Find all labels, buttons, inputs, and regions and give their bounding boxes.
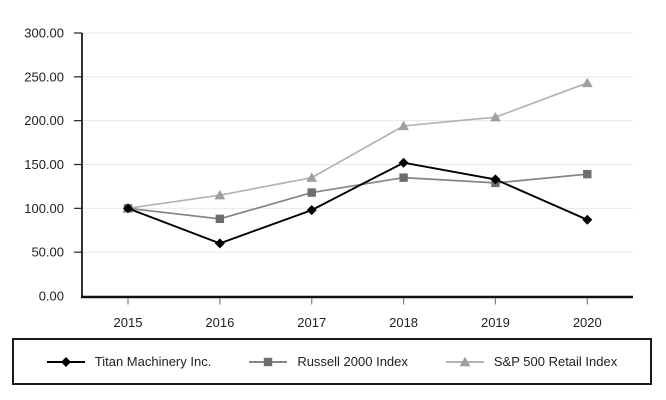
axis-tick-label: 50.00 [31,245,64,260]
diamond-marker-icon [490,174,501,185]
triangle-marker-icon [459,356,471,366]
square-marker-icon [307,188,316,197]
performance-chart: 0.00 50.00 100.00 150.00 200.00 250.00 300.00 2… [24,26,633,330]
triangle-marker-icon [445,356,484,366]
axis-tick-label: 150.00 [24,157,64,172]
axis-tick-label: 2020 [573,315,602,330]
square-marker-icon [215,214,225,224]
diamond-marker-icon [306,205,317,216]
square-marker-icon [264,357,273,366]
legend-item-titan-machinery: Titan Machinery Inc. [46,354,212,369]
diamond-marker-icon [123,203,133,214]
series-titan-machinery-inc [123,157,593,249]
legend-label: S&P 500 Retail Index [493,354,618,369]
axis-tick-label: 0.00 [39,289,64,304]
triangle-marker-icon [581,77,593,88]
triangle-marker-icon [490,111,501,122]
square-marker-icon [399,173,408,182]
series-russell-2000-index [123,169,592,224]
diamond-marker-icon [46,356,85,367]
axis-tick-label: 2015 [114,315,143,330]
legend-label: Titan Machinery Inc. [94,354,212,369]
diamond-marker-icon [60,356,71,367]
series-s-p-500-retail-index [122,77,593,213]
axis-tick-label: 2019 [481,315,510,330]
axis-tick-label: 250.00 [24,69,64,84]
axis-tick-label: 100.00 [24,201,64,216]
diamond-marker-icon [214,238,225,249]
legend-label: Russell 2000 Index [297,354,408,369]
legend: Titan Machinery Inc. Russell 2000 Index … [12,338,652,385]
axis-tick-label: 300.00 [24,26,64,41]
triangle-marker-icon [306,172,318,182]
diamond-marker-icon [582,214,593,225]
axis-tick-label: 200.00 [24,113,64,128]
diamond-marker-icon [398,157,409,168]
square-marker-icon [249,357,288,366]
legend-item-sp500-retail: S&P 500 Retail Index [445,354,618,369]
legend-item-russell-2000: Russell 2000 Index [249,354,408,369]
square-marker-icon [583,169,592,179]
axis-tick-label: 2016 [205,315,234,330]
axis-tick-label: 2018 [389,315,418,330]
triangle-marker-icon [398,120,409,131]
axis-tick-label: 2017 [297,315,326,330]
triangle-marker-icon [214,189,226,200]
